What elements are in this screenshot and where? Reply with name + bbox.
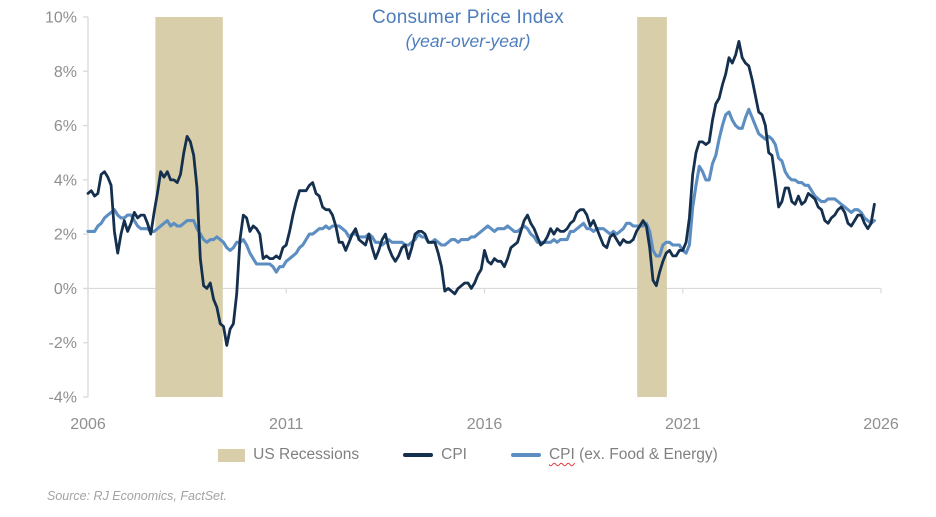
y-axis-label: 8%	[54, 64, 77, 81]
x-axis-label: 2011	[269, 416, 304, 433]
series-line-cpi	[86, 40, 876, 347]
y-axis-label: -2%	[49, 335, 77, 352]
legend-label-us-recessions: US Recessions	[253, 446, 360, 463]
x-axis-label: 2006	[70, 416, 106, 433]
cpi-line-swatch-icon	[403, 453, 434, 457]
spellcheck-squiggle: CPI	[548, 446, 575, 463]
legend-item-core-cpi: CPI (ex. Food & Energy)	[510, 446, 718, 464]
y-axis-label: 0%	[54, 281, 77, 298]
y-axis-label: -4%	[49, 390, 77, 407]
x-axis-label: 2016	[467, 416, 503, 433]
y-axis-label: 10%	[45, 10, 77, 27]
y-axis-label: 2%	[54, 227, 77, 244]
y-axis-label: 4%	[54, 172, 77, 189]
recession-band	[637, 17, 667, 397]
x-axis-label: 2026	[863, 416, 899, 433]
y-axis-label: 6%	[54, 118, 77, 135]
chart-legend: US Recessions CPI CPI (ex. Food & Energy…	[0, 446, 936, 464]
legend-item-us-recessions: US Recessions	[218, 446, 359, 464]
recession-swatch-icon	[218, 448, 246, 462]
legend-label-core-cpi: CPI (ex. Food & Energy)	[549, 446, 718, 464]
cpi-line-chart: 10% 8% 6% 4% 2% 0% -2% -4% 2006 2011 2016 2021 2026	[45, 10, 899, 434]
source-note: Source: RJ Economics, FactSet.	[47, 489, 227, 503]
core-cpi-line-swatch-icon	[510, 453, 541, 457]
legend-label-core-cpi-rest: (ex. Food & Energy)	[574, 446, 718, 463]
recession-band	[155, 17, 223, 397]
series-line-cpi-ex-food-energy	[86, 107, 876, 274]
legend-label-cpi: CPI	[441, 446, 467, 463]
legend-item-cpi: CPI	[403, 446, 467, 464]
x-axis-label: 2021	[665, 416, 701, 433]
